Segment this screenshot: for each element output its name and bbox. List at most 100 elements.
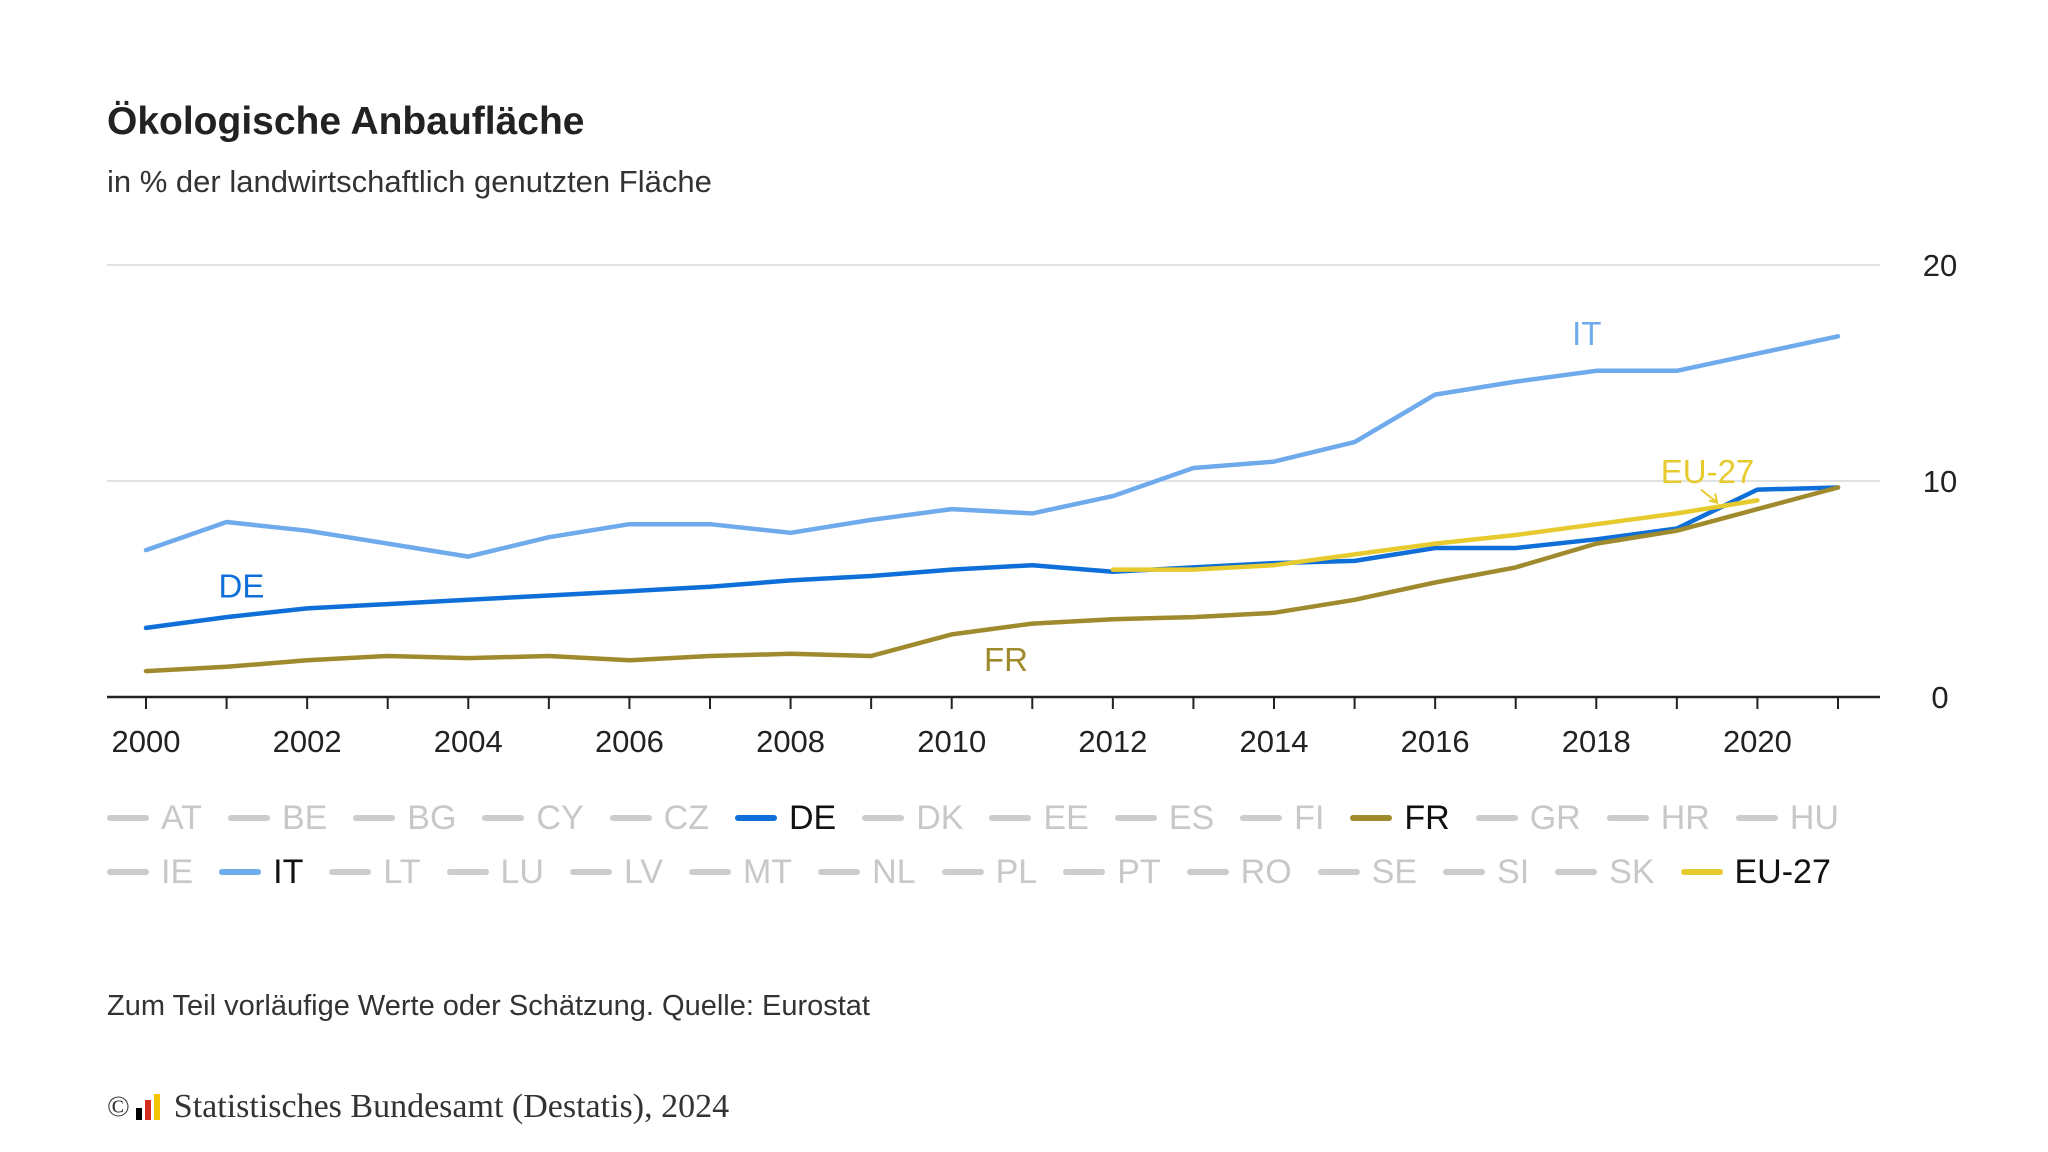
legend-label: IT (273, 852, 304, 891)
legend-label: CZ (663, 798, 709, 837)
legend-swatch (689, 869, 732, 875)
legend-item-cy[interactable]: CY (482, 798, 584, 837)
legend-swatch (1606, 815, 1649, 821)
series-label-fr: FR (984, 641, 1028, 678)
legend-swatch (1114, 815, 1157, 821)
legend-swatch (609, 815, 652, 821)
series-label-eu-27: EU-27 (1661, 453, 1755, 490)
legend-swatch (353, 815, 396, 821)
legend-swatch (1063, 869, 1106, 875)
legend-item-ie[interactable]: IE (107, 853, 193, 891)
legend-item-be[interactable]: BE (227, 798, 328, 837)
chart-subtitle: in % der landwirtschaftlich genutzten Fl… (107, 164, 712, 199)
legend-item-lt[interactable]: LT (329, 853, 421, 891)
x-axis: 2000 2002 2004 2006 2008 2010 2012 2014 2016 2018… (107, 695, 1880, 759)
legend-item-se[interactable]: SE (1317, 852, 1418, 891)
y-tick-label: 20 (1923, 248, 1957, 283)
x-tick-label: 2010 (917, 724, 986, 759)
legend-item-at[interactable]: AT (107, 798, 202, 837)
legend-swatch (1735, 815, 1778, 821)
series-line-fr (143, 485, 1841, 674)
x-tick-label: 2006 (595, 724, 664, 759)
legend-label: FR (1404, 798, 1450, 837)
legend-swatch (329, 869, 372, 875)
legend-item-nl[interactable]: NL (818, 852, 916, 891)
legend-label: GR (1529, 798, 1581, 837)
legend-item-fi[interactable]: FI (1240, 799, 1324, 837)
legend-label: EE (1043, 798, 1089, 837)
legend-swatch (1475, 815, 1518, 821)
legend-item-bg[interactable]: BG (353, 798, 457, 837)
legend-item-mt[interactable]: MT (689, 852, 793, 891)
source-note: Zum Teil vorläufige Werte oder Schätzung… (107, 990, 870, 1022)
gridlines (107, 264, 1880, 482)
legend-item-si[interactable]: SI (1443, 852, 1530, 891)
legend-swatch (818, 869, 861, 875)
legend-item-hu[interactable]: HU (1735, 798, 1839, 837)
legend-label: PL (995, 852, 1038, 891)
x-tick-label: 2014 (1240, 724, 1309, 759)
x-tick-label: 2018 (1562, 724, 1631, 759)
legend-item-eu-27[interactable]: EU-27 (1680, 852, 1831, 891)
legend-label: LU (500, 852, 544, 891)
series-label-de: DE (219, 568, 265, 605)
legend-swatch (482, 815, 525, 821)
legend-swatch (1317, 869, 1360, 875)
x-tick-label: 2012 (1078, 724, 1147, 759)
legend-label: NL (872, 852, 916, 891)
copyright-symbol: © (107, 1090, 130, 1123)
legend-swatch (107, 815, 149, 821)
legend-swatch (1186, 869, 1229, 875)
y-tick-label: 10 (1923, 464, 1957, 499)
legend-item-lu[interactable]: LU (446, 852, 544, 891)
legend-label: EU-27 (1734, 852, 1831, 891)
legend-label: SK (1609, 852, 1655, 891)
legend-item-ro[interactable]: RO (1186, 852, 1292, 891)
legend-swatch (227, 815, 270, 821)
legend-label: HR (1660, 798, 1710, 837)
x-tick-label: 2008 (756, 724, 825, 759)
series-line-eu-27 (1110, 498, 1760, 572)
legend-label: BG (407, 798, 457, 837)
x-tick-label: 2004 (434, 724, 503, 759)
legend-label: MT (743, 852, 793, 891)
legend-label: RO (1240, 852, 1292, 891)
chart-title: Ökologische Anbaufläche (107, 100, 585, 143)
series-line-it (143, 334, 1841, 559)
legend-item-lv[interactable]: LV (569, 852, 664, 891)
legend-label: AT (161, 798, 202, 837)
legend-swatch (446, 869, 489, 875)
legend-item-sk[interactable]: SK (1555, 852, 1655, 891)
legend: AT BE BG CY CZ DE DK EE ES FI FR GR HR HU IE IT LT LU LV MT… (107, 798, 1887, 891)
legend-label: CY (536, 798, 584, 837)
legend-item-de[interactable]: DE (734, 799, 836, 837)
legend-label: ES (1168, 798, 1215, 837)
legend-swatch (1350, 815, 1393, 821)
legend-item-ee[interactable]: EE (989, 798, 1089, 837)
legend-swatch (941, 869, 984, 875)
series-annotations: IT DE FR EU-27 (219, 315, 1755, 678)
legend-item-dk[interactable]: DK (862, 798, 964, 837)
legend-item-es[interactable]: ES (1114, 798, 1215, 837)
legend-item-pt[interactable]: PT (1063, 853, 1161, 891)
eu-label-pointer (1700, 488, 1719, 504)
legend-swatch (569, 869, 612, 875)
legend-item-it[interactable]: IT (219, 852, 304, 891)
legend-label: LV (623, 852, 664, 891)
y-tick-label: 0 (1931, 680, 1948, 715)
legend-label: SI (1497, 852, 1530, 891)
y-axis: 0 10 20 (1923, 248, 1957, 715)
legend-item-gr[interactable]: GR (1475, 798, 1581, 837)
legend-item-hr[interactable]: HR (1606, 798, 1710, 837)
destatis-logo-icon (135, 1094, 162, 1120)
legend-label: DK (916, 798, 964, 837)
legend-label: SE (1371, 852, 1418, 891)
legend-swatch (219, 869, 262, 875)
legend-label: HU (1789, 798, 1839, 837)
legend-item-fr[interactable]: FR (1350, 798, 1450, 837)
legend-item-pl[interactable]: PL (941, 852, 1038, 891)
legend-swatch (1240, 815, 1283, 821)
legend-item-cz[interactable]: CZ (609, 798, 709, 837)
x-tick-label: 2020 (1723, 724, 1792, 759)
legend-label: BE (281, 798, 328, 837)
